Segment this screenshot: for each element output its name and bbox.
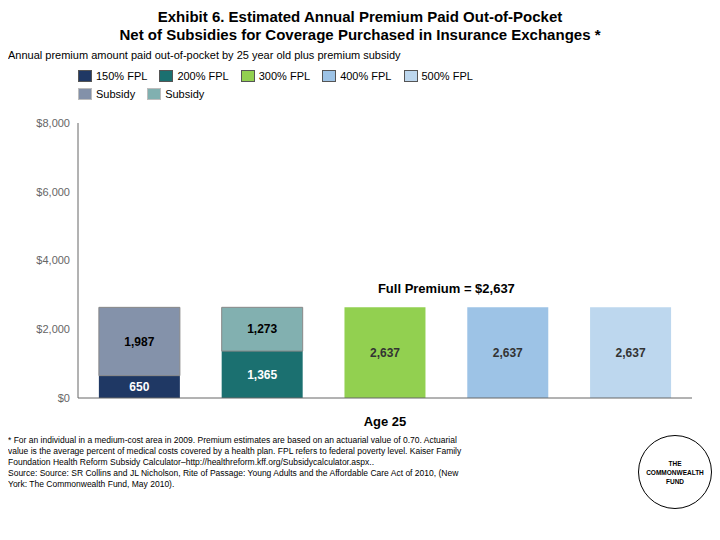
svg-text:650: 650	[129, 380, 149, 394]
html-text:400% FPL: 400% FPL	[340, 70, 392, 82]
svg-text:$2,000: $2,000	[36, 323, 70, 335]
html-text:200% FPL: 200% FPL	[177, 70, 229, 82]
svg-text:2,637: 2,637	[616, 346, 646, 360]
svg-text:$8,000: $8,000	[36, 117, 70, 129]
svg-text:1,365: 1,365	[247, 368, 277, 382]
html-text:Subsidy: Subsidy	[165, 88, 205, 100]
svg-text:$0: $0	[58, 392, 70, 404]
svg-text:1,273: 1,273	[247, 322, 277, 336]
svg-text:Full Premium = $2,637: Full Premium = $2,637	[378, 281, 515, 296]
html-text:300% FPL: 300% FPL	[258, 70, 311, 82]
html-text:* For an individual in a mediu: * For an individual in a medium-cost are…	[8, 435, 462, 489]
svg-text:2,637: 2,637	[370, 346, 400, 360]
html-text:500% FPL: 500% FPL	[421, 70, 473, 82]
html-text:Exhibit 6. Estimated Annual Pr: Exhibit 6. Estimated Annual Premium Paid…	[119, 8, 601, 43]
svg-text:2,637: 2,637	[493, 346, 523, 360]
html-text:Subsidy: Subsidy	[96, 88, 136, 100]
html-text:Annual premium amount paid out: Annual premium amount paid out-of-pocket…	[8, 49, 401, 61]
html-text:150% FPL: 150% FPL	[96, 70, 148, 82]
svg-text:$6,000: $6,000	[36, 186, 70, 198]
svg-text:1,987: 1,987	[124, 335, 154, 349]
html-text:THE COMMONWEALTH FUND: THE COMMONWEALTH FUND	[646, 459, 704, 485]
svg-text:$4,000: $4,000	[36, 254, 70, 266]
svg-text:Age 25: Age 25	[364, 414, 407, 429]
